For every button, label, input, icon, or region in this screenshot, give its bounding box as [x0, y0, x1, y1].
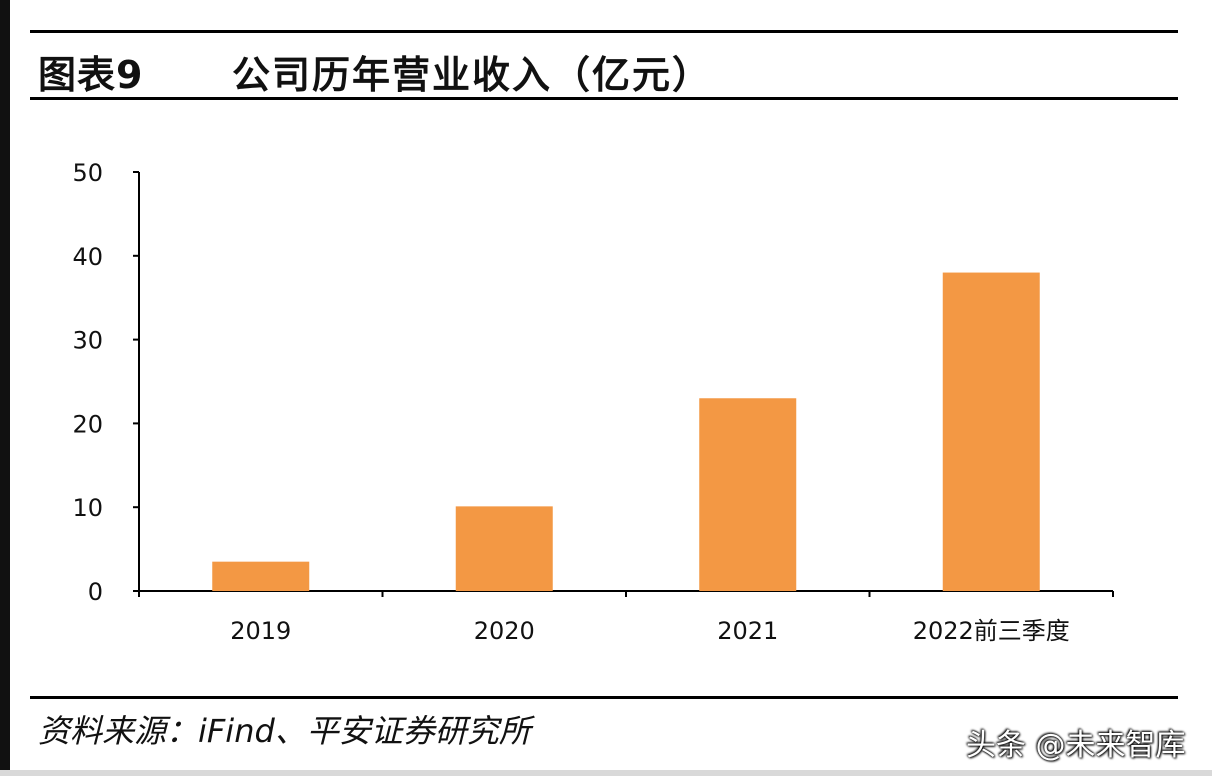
bar-2019	[212, 561, 310, 591]
x-tick-label: 2020	[474, 617, 535, 645]
revenue-bar-chart: 0 10 20 30 40 50 2019 2020 2021 2022前三季度	[72, 159, 1114, 645]
x-tick-label: 2021	[717, 617, 778, 645]
figure-label: 图表9	[38, 53, 144, 97]
left-edge-strip	[0, 0, 10, 776]
figure-title: 公司历年营业收入（亿元）	[232, 53, 713, 97]
header-top-rule	[30, 30, 1178, 33]
y-tick-label: 40	[72, 243, 103, 271]
y-tick-label: 10	[72, 494, 103, 522]
watermark: 头条 @未来智库	[966, 728, 1186, 763]
bars	[212, 272, 1040, 591]
y-tick-label: 0	[88, 578, 103, 606]
bar-2020	[455, 506, 553, 591]
x-tick-label: 2019	[230, 617, 291, 645]
bar-2022前三季度	[942, 272, 1040, 591]
y-axis: 0 10 20 30 40 50	[72, 159, 140, 606]
x-tick-label: 2022前三季度	[913, 617, 1070, 645]
x-axis: 2019 2020 2021 2022前三季度	[138, 590, 1114, 645]
y-tick-label: 50	[72, 159, 103, 187]
bar-2021	[699, 398, 797, 591]
header-bottom-rule	[30, 97, 1178, 100]
bottom-edge-strip	[0, 770, 1212, 776]
y-tick-label: 30	[72, 327, 103, 355]
source-note: 资料来源：iFind、平安证券研究所	[38, 712, 531, 750]
footer-rule	[30, 696, 1178, 699]
y-tick-label: 20	[72, 410, 103, 438]
